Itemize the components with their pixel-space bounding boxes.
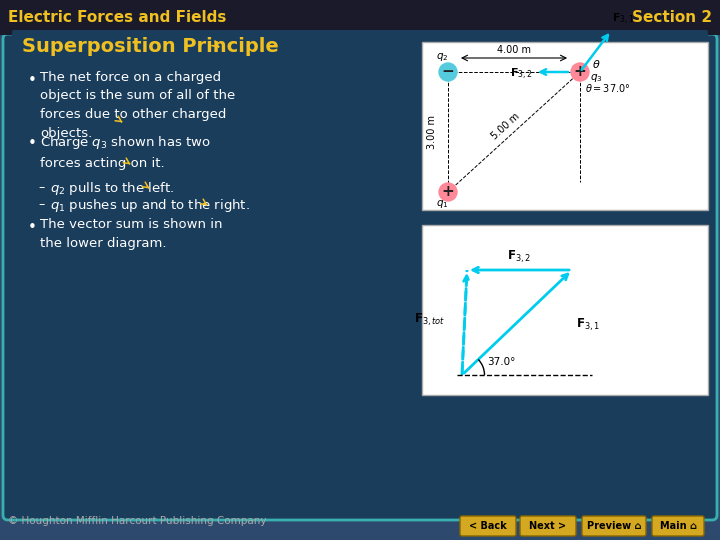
- Text: –: –: [38, 181, 44, 194]
- FancyBboxPatch shape: [652, 516, 704, 536]
- Text: $\mathbf{F}_{3,1}$: $\mathbf{F}_{3,1}$: [612, 12, 635, 27]
- Circle shape: [439, 63, 457, 81]
- Text: $\mathbf{F}_{3,2}$: $\mathbf{F}_{3,2}$: [508, 249, 531, 265]
- Text: 3.00 m: 3.00 m: [427, 115, 437, 149]
- Text: $q_1$: $q_1$: [436, 198, 449, 210]
- Text: The net force on a charged
object is the sum of all of the
forces due to other c: The net force on a charged object is the…: [40, 71, 235, 139]
- Text: •: •: [28, 220, 37, 235]
- FancyBboxPatch shape: [520, 516, 576, 536]
- Circle shape: [439, 183, 457, 201]
- FancyBboxPatch shape: [12, 30, 708, 62]
- Text: •: •: [28, 73, 37, 88]
- Text: Main ⌂: Main ⌂: [660, 521, 696, 531]
- Text: < Back: < Back: [469, 521, 507, 531]
- Text: $\mathbf{F}_{3,2}$: $\mathbf{F}_{3,2}$: [510, 67, 533, 82]
- Text: 37.0°: 37.0°: [487, 357, 516, 367]
- FancyBboxPatch shape: [422, 42, 708, 210]
- Text: •: •: [28, 136, 37, 151]
- Text: $q_3$: $q_3$: [590, 72, 603, 84]
- Text: +: +: [574, 64, 586, 79]
- FancyBboxPatch shape: [0, 0, 720, 35]
- Circle shape: [571, 63, 589, 81]
- Text: Preview ⌂: Preview ⌂: [587, 521, 642, 531]
- Text: Next >: Next >: [529, 521, 567, 531]
- Text: $q_2$ pulls to the left.: $q_2$ pulls to the left.: [50, 180, 174, 197]
- FancyBboxPatch shape: [422, 225, 708, 395]
- Text: +: +: [441, 185, 454, 199]
- Text: $\theta$: $\theta$: [592, 58, 600, 70]
- Text: Section 2: Section 2: [632, 10, 712, 25]
- Text: Superposition Principle: Superposition Principle: [22, 37, 279, 56]
- Text: −: −: [441, 64, 454, 79]
- FancyBboxPatch shape: [582, 516, 646, 536]
- FancyBboxPatch shape: [3, 34, 717, 520]
- Text: $\mathbf{F}_{3,1}$: $\mathbf{F}_{3,1}$: [576, 316, 600, 333]
- Text: –: –: [38, 198, 44, 211]
- Text: $\theta = 37.0°$: $\theta = 37.0°$: [585, 82, 631, 94]
- Text: $q_2$: $q_2$: [436, 51, 449, 63]
- Text: 4.00 m: 4.00 m: [497, 45, 531, 55]
- Text: $\mathbf{F}_{3,tot}$: $\mathbf{F}_{3,tot}$: [414, 311, 446, 328]
- Text: 5.00 m: 5.00 m: [490, 111, 522, 141]
- FancyBboxPatch shape: [460, 516, 516, 536]
- Text: © Houghton Mifflin Harcourt Publishing Company: © Houghton Mifflin Harcourt Publishing C…: [8, 516, 266, 526]
- Text: $q_1$ pushes up and to the right.: $q_1$ pushes up and to the right.: [50, 197, 250, 214]
- Text: Charge $q_3$ shown has two
forces acting on it.: Charge $q_3$ shown has two forces acting…: [40, 134, 211, 170]
- Text: Electric Forces and Fields: Electric Forces and Fields: [8, 10, 226, 25]
- Text: The vector sum is shown in
the lower diagram.: The vector sum is shown in the lower dia…: [40, 218, 222, 249]
